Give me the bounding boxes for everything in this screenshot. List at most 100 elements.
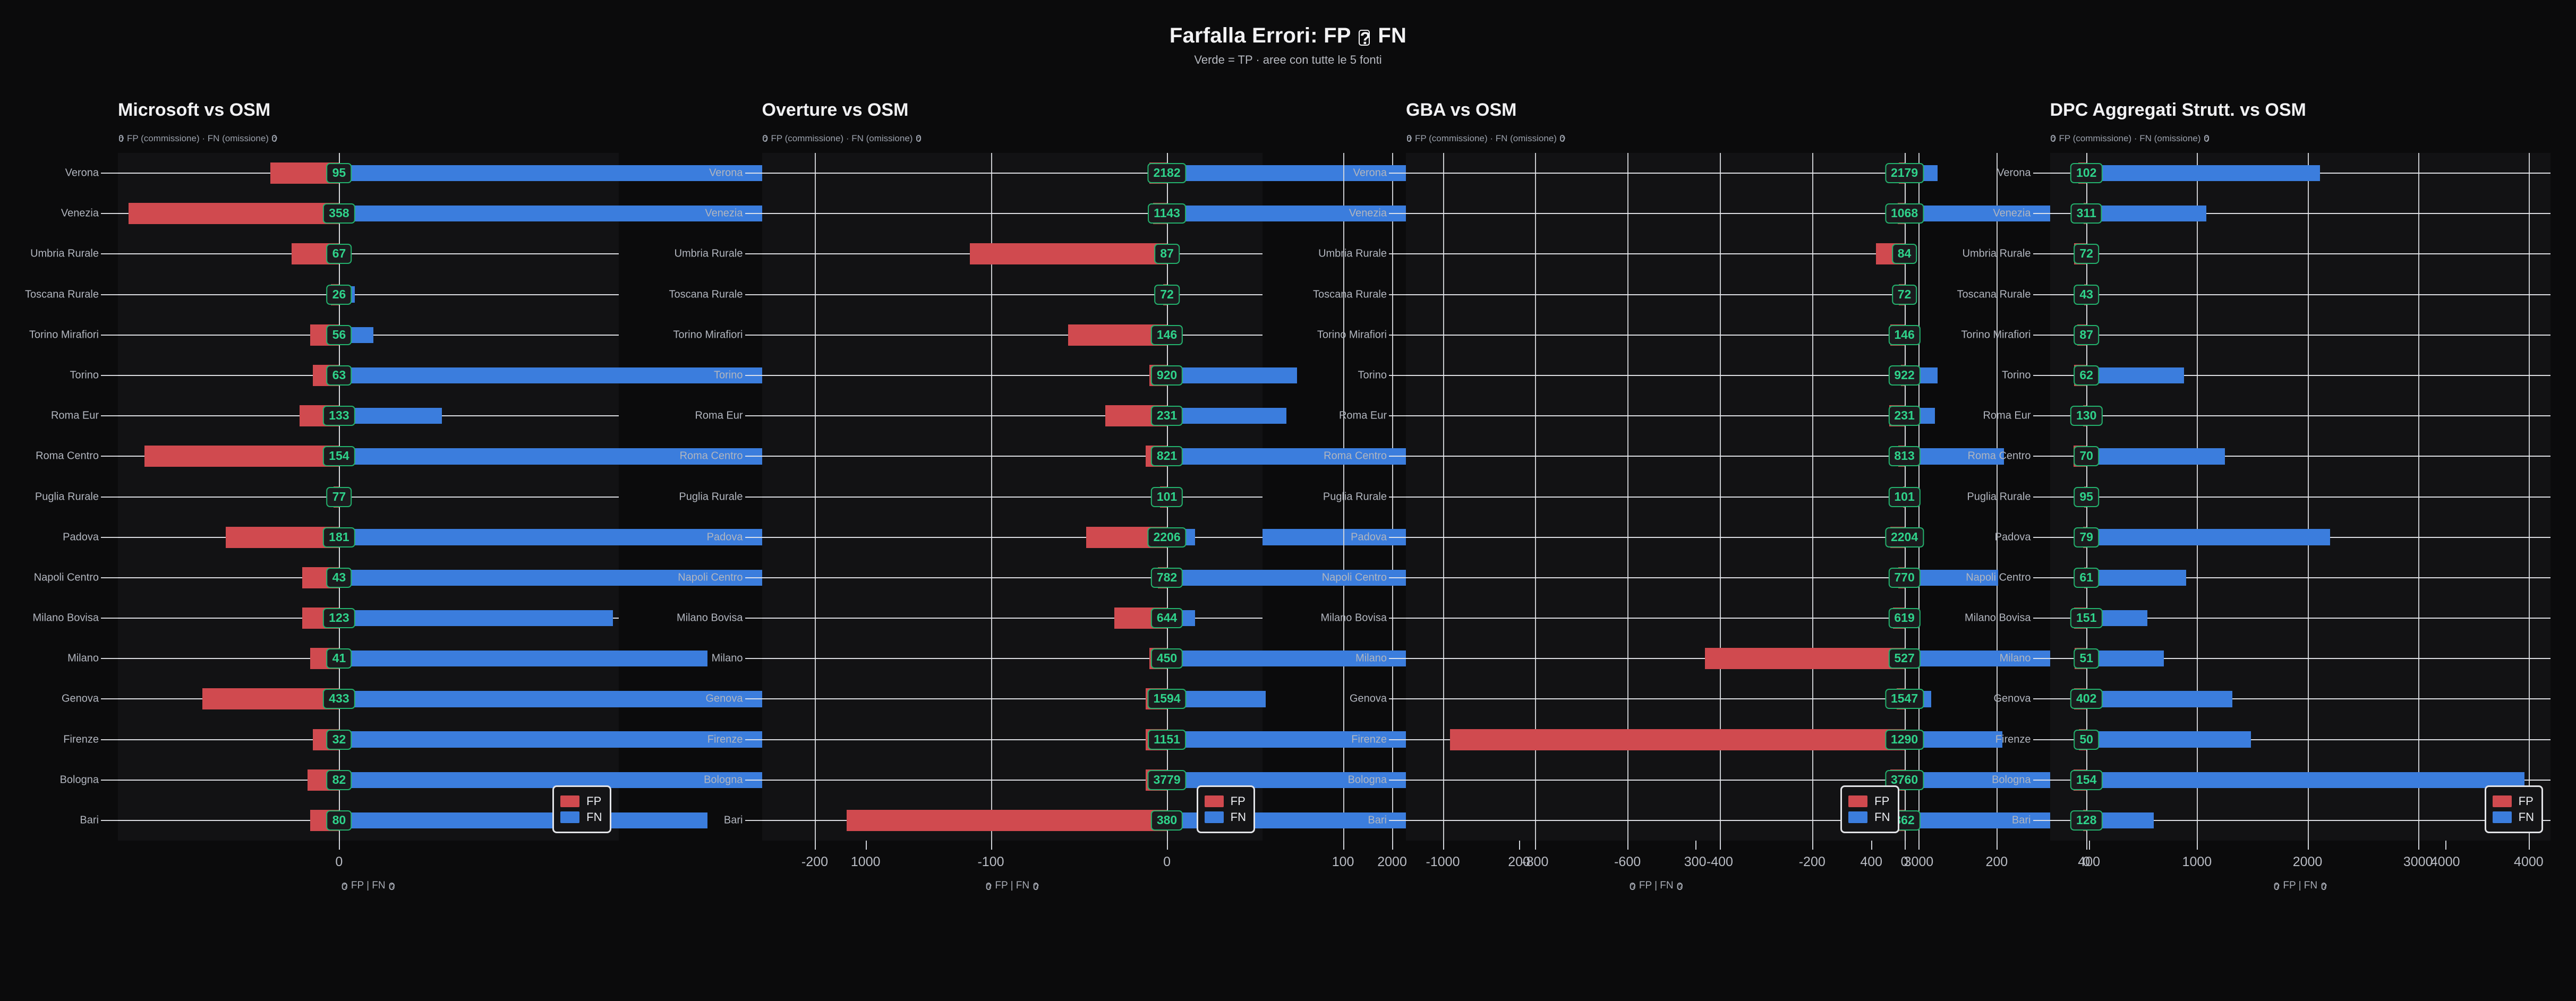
- tp-badge: 311: [2070, 203, 2102, 224]
- category-label: Bologna: [704, 774, 743, 786]
- missing-glyph-icon: ?: [1359, 28, 1371, 48]
- category-label: Milano Bovisa: [676, 612, 743, 624]
- tp-badge: 62: [2074, 365, 2099, 386]
- missing-glyph-icon: ?: [2274, 882, 2280, 892]
- category-rule: [762, 658, 1263, 660]
- legend-item-fp[interactable]: FP: [560, 794, 602, 808]
- category-tick: [101, 819, 118, 821]
- category-label: Puglia Rurale: [1323, 491, 1387, 502]
- x-axis-label: ? FP | FN ?: [1630, 880, 1683, 892]
- category-label: Umbria Rurale: [1962, 247, 2031, 260]
- tp-badge: 782: [1150, 567, 1183, 588]
- category-rule: [1406, 819, 1907, 821]
- category-tick: [1389, 618, 1406, 619]
- legend-item-fp[interactable]: FP: [1848, 794, 1890, 808]
- tp-badge: 43: [2074, 284, 2099, 305]
- x-tick-label: 0: [2083, 854, 2091, 869]
- category-label: Torino: [714, 369, 743, 381]
- tp-badge: 95: [326, 163, 352, 184]
- category-rule: [762, 213, 1263, 215]
- chart-legend: FP FN: [552, 785, 611, 833]
- category-tick: [2033, 415, 2050, 417]
- bar-fn: [2086, 651, 2164, 667]
- tp-badge: 1143: [1148, 203, 1186, 224]
- category-tick: [745, 819, 762, 821]
- category-label: Milano: [1999, 652, 2031, 664]
- category-label: Roma Eur: [1338, 409, 1387, 422]
- plot-area: -200 -100 0 100 200 300 400? FP | FN ? Verona 21…: [669, 153, 1882, 891]
- category-rule: [762, 779, 1263, 781]
- category-rule: [762, 415, 1263, 417]
- chart-legend: FP FN: [1196, 785, 1255, 833]
- category-label: Roma Centro: [679, 450, 743, 462]
- chart-panel-4: DPC Aggregati Strutt. vs OSM ? FP (commis…: [1932, 78, 2576, 938]
- category-tick: [2033, 577, 2050, 578]
- suptitle-pre: Farfalla Errori: FP: [1169, 24, 1351, 47]
- bar-fn: [2086, 731, 2251, 748]
- legend-swatch-fn-icon: [1204, 811, 1224, 823]
- x-tick-label: 100: [1332, 854, 1354, 869]
- x-tick-label: 0: [1900, 854, 1908, 869]
- tp-badge: 61: [2074, 567, 2099, 588]
- tp-badge: 43: [326, 567, 352, 588]
- legend-item-fp[interactable]: FP: [2492, 794, 2534, 808]
- x-tick: [1519, 841, 1521, 850]
- bar-fp: [226, 526, 339, 548]
- category-label: Bari: [2011, 814, 2031, 826]
- category-label: Padova: [1351, 531, 1387, 543]
- tp-badge: 128: [2070, 810, 2103, 831]
- chart-suptitle: Farfalla Errori: FP ? FN: [0, 24, 2576, 47]
- legend-label: FP: [586, 794, 602, 808]
- tp-badge: 146: [1888, 324, 1921, 345]
- tp-badge: 82: [326, 769, 352, 790]
- panel-subtitle: ? FP (commissione) · FN (omissione) ?: [2051, 133, 2210, 144]
- legend-item-fn[interactable]: FN: [1204, 810, 1246, 824]
- tp-badge: 101: [1150, 486, 1183, 507]
- category-rule: [762, 698, 1263, 700]
- tp-badge: 181: [323, 527, 355, 547]
- category-tick: [2033, 374, 2050, 376]
- category-rule: [2050, 374, 2551, 376]
- category-rule: [1406, 698, 1907, 700]
- chart-panel-1: Microsoft vs OSM ? FP (commissione) · FN …: [0, 78, 2460, 938]
- category-label: Firenze: [707, 733, 743, 746]
- plot-area: 0 1000 2000 3000 4000? FP | FN ? Verona 102 Ven…: [1957, 153, 2551, 891]
- category-label: Verona: [65, 167, 99, 179]
- category-rule: [1406, 374, 1907, 376]
- missing-glyph-icon: ?: [272, 135, 278, 144]
- category-label: Puglia Rurale: [679, 491, 743, 502]
- x-tick: [1695, 841, 1696, 850]
- category-tick: [101, 294, 118, 295]
- tp-badge: 2182: [1147, 163, 1187, 184]
- legend-label: FP: [1230, 794, 1246, 808]
- category-rule: [2050, 577, 2551, 578]
- legend-item-fn[interactable]: FN: [560, 810, 602, 824]
- x-tick: [1343, 841, 1344, 850]
- tp-badge: 32: [326, 729, 352, 750]
- missing-glyph-icon: ?: [763, 135, 769, 144]
- x-tick-label: -800: [1522, 854, 1549, 869]
- legend-item-fp[interactable]: FP: [1204, 794, 1246, 808]
- legend-label: FP: [2518, 794, 2534, 808]
- tp-badge: 619: [1888, 608, 1921, 629]
- category-tick: [1389, 213, 1406, 215]
- tp-badge: 2179: [1884, 163, 1924, 184]
- tp-badge: 433: [323, 689, 355, 709]
- x-gridline: [1997, 153, 1998, 841]
- category-label: Roma Centro: [1967, 450, 2031, 462]
- legend-item-fn[interactable]: FN: [1848, 810, 1890, 824]
- tp-badge: 56: [326, 324, 352, 345]
- legend-item-fn[interactable]: FN: [2492, 810, 2534, 824]
- x-tick-label: 400: [1860, 854, 1883, 869]
- category-rule: [1406, 456, 1907, 457]
- category-rule: [1406, 415, 1907, 417]
- bar-fn: [2086, 367, 2185, 384]
- bar-fp: [202, 688, 339, 710]
- category-label: Padova: [1994, 531, 2031, 543]
- category-label: Verona: [1353, 167, 1387, 179]
- category-tick: [101, 415, 118, 417]
- x-tick-label: 0: [1163, 854, 1171, 869]
- category-tick: [745, 294, 762, 295]
- category-tick: [1389, 739, 1406, 740]
- tp-badge: 154: [2070, 769, 2103, 790]
